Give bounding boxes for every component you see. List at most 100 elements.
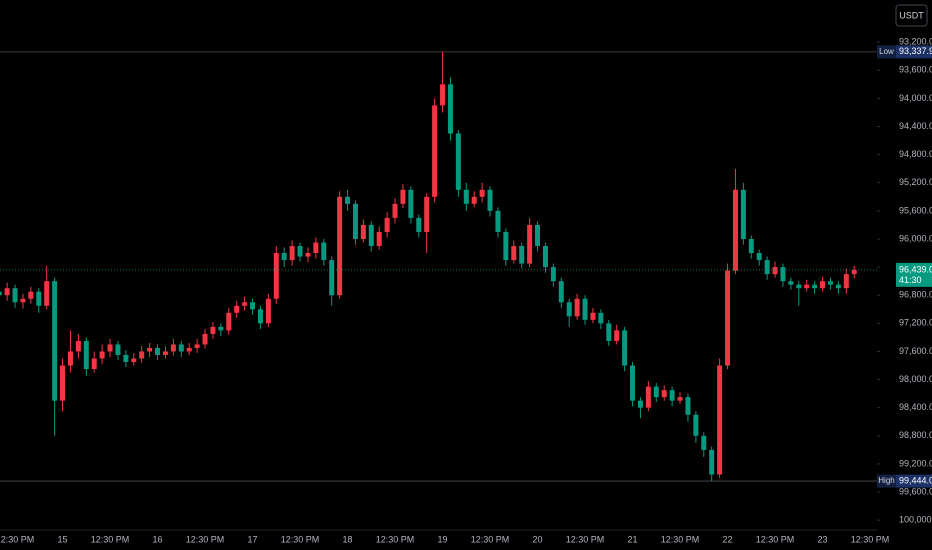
high-value-box: [896, 474, 932, 488]
candle-body: [835, 284, 841, 289]
candle-body: [408, 189, 414, 218]
high-tag: High: [878, 476, 894, 485]
currency-button[interactable]: [895, 4, 928, 27]
x-tick-label: 18: [343, 534, 353, 544]
candle-body: [455, 133, 461, 190]
y-tick-label: 97,600.0: [899, 346, 932, 356]
y-tick-label: 95,600.0: [899, 205, 932, 215]
x-tick-label: 15: [58, 534, 68, 544]
candle-body: [226, 312, 232, 331]
candle-body: [329, 260, 335, 296]
candle-body: [566, 302, 572, 317]
candle-body: [519, 246, 525, 264]
candle-body: [788, 281, 794, 285]
candle-body: [669, 390, 675, 401]
countdown-label: 41:30: [899, 275, 922, 285]
y-tick-label: 95,200.0: [899, 177, 932, 187]
candle-body: [653, 386, 659, 398]
candle-body: [0, 291, 2, 296]
x-tick-label: 20: [533, 534, 543, 544]
candle-body: [661, 390, 667, 398]
candle-body: [503, 231, 509, 261]
candle-body: [392, 203, 398, 218]
candle-body: [376, 231, 382, 247]
candle-body: [717, 365, 723, 475]
candle-body: [75, 340, 81, 352]
candle-body: [440, 84, 446, 106]
candle-body: [360, 224, 366, 239]
candle-body: [83, 340, 89, 370]
candle-body: [748, 238, 754, 254]
candle-body: [432, 105, 438, 197]
y-tick-label: 98,000.0: [899, 374, 932, 384]
candle-body: [297, 246, 303, 257]
candle-body: [345, 196, 351, 204]
candle-body: [851, 269, 857, 275]
candle-body: [495, 210, 501, 232]
candle-body: [321, 242, 327, 261]
candle-body: [756, 253, 762, 261]
x-tick-label: 12:30 PM: [376, 534, 415, 544]
y-tick-label: 96,800.0: [899, 290, 932, 300]
last-price-label: 96,439.0: [899, 265, 932, 275]
candle-body: [590, 312, 596, 320]
candle-body: [558, 281, 564, 303]
candle-body: [416, 217, 422, 232]
candle-body: [115, 344, 121, 355]
candle-body: [630, 365, 636, 401]
high-tag-box: [877, 474, 896, 488]
candle-body: [36, 291, 42, 306]
candle-body: [313, 242, 319, 254]
candle-body: [447, 84, 453, 134]
low-value-box: [896, 45, 932, 59]
candle-body: [780, 267, 786, 282]
candle-body: [337, 196, 343, 296]
candle-body: [186, 347, 192, 352]
candle-body: [91, 358, 97, 370]
candle-body: [28, 291, 34, 299]
x-tick-label: 19: [438, 534, 448, 544]
candle-body: [281, 253, 287, 261]
y-tick-label: 99,600.0: [899, 486, 932, 496]
candle-body: [843, 274, 849, 289]
x-tick-label: 12:30 PM: [851, 534, 890, 544]
candle-body: [218, 326, 224, 331]
y-tick-label: 96,000.0: [899, 233, 932, 243]
x-tick-label: 12:30 PM: [281, 534, 320, 544]
candle-body: [131, 358, 137, 363]
candle-body: [12, 288, 18, 303]
currency-label[interactable]: USDT: [899, 10, 924, 20]
x-tick-label: 12:30 PM: [471, 534, 510, 544]
candle-body: [479, 189, 485, 197]
candle-body: [384, 217, 390, 232]
candle-body: [685, 397, 691, 415]
candle-body: [614, 330, 620, 341]
candle-body: [725, 270, 731, 366]
candle-body: [289, 246, 295, 261]
x-tick-label: 23: [818, 534, 828, 544]
candle-body: [162, 351, 168, 355]
candle-body: [178, 344, 184, 352]
candle-body: [550, 267, 556, 282]
candle-body: [147, 347, 153, 352]
y-tick-label: 94,800.0: [899, 149, 932, 159]
low-tag-box: [877, 45, 896, 59]
candle-body: [194, 344, 200, 348]
candle-body: [44, 281, 50, 306]
candle-body: [202, 333, 208, 345]
candle-body: [701, 435, 707, 450]
x-tick-label: 16: [153, 534, 163, 544]
x-tick-label: 12:30 PM: [0, 534, 34, 544]
candle-body: [155, 347, 161, 355]
candle-body: [827, 281, 833, 285]
y-tick-label: 94,000.0: [899, 93, 932, 103]
x-tick-label: 12:30 PM: [566, 534, 605, 544]
candle-body: [463, 189, 469, 204]
candle-body: [598, 312, 604, 324]
high-value-label: 99,444.0: [899, 475, 932, 485]
candle-body: [139, 351, 145, 359]
x-tick-label: 12:30 PM: [186, 534, 225, 544]
